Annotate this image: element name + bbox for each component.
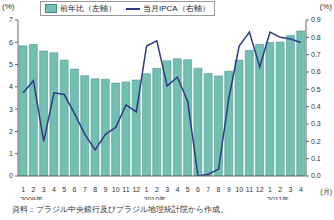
svg-text:0.2: 0.2 xyxy=(311,138,321,145)
svg-text:7: 7 xyxy=(83,186,87,193)
svg-text:2: 2 xyxy=(278,186,282,193)
svg-text:6: 6 xyxy=(196,186,200,193)
html-text:当月IPCA（右軸）: 当月IPCA（右軸） xyxy=(143,4,210,13)
svg-text:4: 4 xyxy=(299,186,303,193)
svg-text:7: 7 xyxy=(206,186,210,193)
svg-text:5: 5 xyxy=(186,186,190,193)
svg-text:7: 7 xyxy=(9,16,13,23)
svg-text:0.1: 0.1 xyxy=(311,155,321,162)
svg-text:1: 1 xyxy=(21,186,25,193)
svg-text:11: 11 xyxy=(122,186,129,193)
svg-text:9: 9 xyxy=(103,186,107,193)
svg-text:0.6: 0.6 xyxy=(311,68,321,75)
svg-text:0.9: 0.9 xyxy=(311,16,321,23)
svg-text:8: 8 xyxy=(93,186,97,193)
svg-text:8: 8 xyxy=(217,186,221,193)
html-text:前年比（左軸）: 前年比（左軸） xyxy=(60,4,116,13)
svg-text:9: 9 xyxy=(227,186,231,193)
svg-text:2: 2 xyxy=(9,128,13,135)
svg-text:1: 1 xyxy=(9,150,13,157)
svg-text:0.3: 0.3 xyxy=(311,120,321,127)
svg-text:4: 4 xyxy=(52,186,56,193)
svg-text:2: 2 xyxy=(31,186,35,193)
svg-text:0.0: 0.0 xyxy=(311,172,321,179)
svg-text:10: 10 xyxy=(235,186,243,193)
svg-text:0.4: 0.4 xyxy=(311,103,321,110)
svg-text:5: 5 xyxy=(62,186,66,193)
svg-text:1: 1 xyxy=(268,186,272,193)
html-text:(月): (月) xyxy=(320,188,332,195)
svg-text:2011年: 2011年 xyxy=(267,196,289,200)
svg-text:3: 3 xyxy=(165,186,169,193)
svg-text:6: 6 xyxy=(9,39,13,46)
svg-text:3: 3 xyxy=(42,186,46,193)
svg-text:6: 6 xyxy=(73,186,77,193)
svg-text:3: 3 xyxy=(9,106,13,113)
svg-text:4: 4 xyxy=(9,83,13,90)
svg-text:0: 0 xyxy=(9,172,13,179)
svg-text:12: 12 xyxy=(256,186,264,193)
html-text:資料：ブラジル中央銀行及びブラジル地理統計院から作成。: 資料：ブラジル中央銀行及びブラジル地理統計院から作成。 xyxy=(12,205,228,214)
svg-text:1: 1 xyxy=(145,186,149,193)
svg-text:4: 4 xyxy=(175,186,179,193)
svg-text:11: 11 xyxy=(246,186,253,193)
svg-text:2010年: 2010年 xyxy=(144,196,167,200)
svg-text:10: 10 xyxy=(112,186,120,193)
svg-text:12: 12 xyxy=(132,186,140,193)
svg-text:5: 5 xyxy=(9,61,13,68)
svg-text:0.7: 0.7 xyxy=(311,51,321,58)
svg-text:2009年: 2009年 xyxy=(20,196,43,200)
svg-text:2: 2 xyxy=(155,186,159,193)
svg-text:0.8: 0.8 xyxy=(311,34,321,41)
svg-text:3: 3 xyxy=(289,186,293,193)
svg-text:0.5: 0.5 xyxy=(311,86,321,93)
